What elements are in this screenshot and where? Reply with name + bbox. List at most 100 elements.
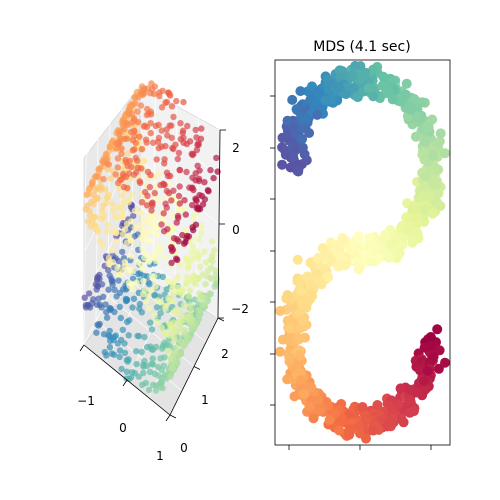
data-point bbox=[103, 308, 110, 316]
data-point bbox=[198, 222, 205, 229]
data-point bbox=[145, 258, 152, 265]
data-point bbox=[414, 365, 425, 376]
data-point bbox=[190, 213, 197, 221]
grid-line bbox=[83, 156, 87, 346]
data-point bbox=[314, 275, 325, 286]
data-point bbox=[193, 134, 200, 141]
data-point bbox=[122, 297, 130, 305]
data-point bbox=[294, 350, 305, 361]
data-point bbox=[150, 139, 157, 146]
data-point bbox=[118, 145, 125, 152]
data-point bbox=[138, 265, 146, 272]
data-point bbox=[360, 67, 371, 78]
data-point bbox=[140, 277, 147, 285]
data-point bbox=[184, 264, 192, 271]
data-point bbox=[145, 305, 153, 312]
data-point bbox=[317, 243, 328, 254]
data-point bbox=[90, 191, 98, 198]
data-point bbox=[192, 126, 199, 134]
data-point bbox=[93, 329, 100, 336]
data-point bbox=[378, 71, 389, 82]
data-point bbox=[131, 207, 139, 214]
data-point bbox=[148, 346, 155, 353]
grid-line bbox=[79, 344, 85, 352]
data-point bbox=[189, 201, 196, 209]
data-point bbox=[175, 192, 183, 200]
data-point bbox=[166, 342, 173, 349]
data-point bbox=[408, 406, 419, 416]
data-point bbox=[106, 344, 114, 351]
grid-line bbox=[169, 414, 177, 419]
data-point bbox=[138, 348, 145, 356]
data-point bbox=[182, 226, 189, 233]
data-point bbox=[433, 363, 444, 374]
data-point bbox=[401, 78, 412, 89]
data-point bbox=[193, 146, 201, 154]
data-point bbox=[124, 184, 131, 192]
data-point bbox=[167, 325, 174, 333]
data-point bbox=[183, 168, 190, 176]
data-point bbox=[161, 330, 168, 337]
data-point bbox=[87, 212, 94, 219]
data-point bbox=[161, 160, 168, 167]
data-point bbox=[313, 395, 324, 405]
data-point bbox=[420, 137, 431, 148]
data-point bbox=[140, 290, 147, 298]
data-point bbox=[141, 333, 148, 341]
data-point bbox=[128, 191, 135, 198]
z-tick-label: 0 bbox=[232, 223, 240, 237]
data-point bbox=[420, 171, 431, 181]
data-point bbox=[92, 186, 99, 193]
data-point bbox=[386, 239, 397, 250]
data-point bbox=[138, 199, 146, 206]
data-point bbox=[85, 186, 93, 193]
data-point bbox=[163, 204, 170, 211]
data-point bbox=[152, 387, 160, 394]
data-point bbox=[165, 347, 172, 355]
scatter-3d-axes: −1 0 1 0 1 2 −2 0 2 bbox=[77, 59, 249, 463]
data-point bbox=[173, 344, 180, 351]
grid-line bbox=[217, 317, 225, 322]
data-point bbox=[97, 164, 104, 172]
data-point bbox=[135, 119, 142, 126]
data-point bbox=[407, 237, 418, 248]
data-point bbox=[176, 262, 184, 269]
data-point bbox=[184, 122, 191, 130]
x-tick-label: 0 bbox=[119, 421, 127, 435]
data-point bbox=[201, 248, 208, 255]
data-point bbox=[212, 280, 220, 288]
grid-line bbox=[165, 414, 171, 422]
data-point bbox=[129, 304, 136, 311]
data-point bbox=[137, 222, 144, 229]
data-point bbox=[301, 113, 311, 124]
points-2d bbox=[275, 61, 450, 444]
data-point bbox=[114, 164, 122, 171]
data-point bbox=[103, 314, 111, 321]
data-point bbox=[134, 157, 141, 164]
data-point bbox=[148, 326, 156, 333]
data-point bbox=[189, 243, 196, 250]
data-point bbox=[134, 332, 141, 340]
data-point bbox=[195, 312, 203, 319]
data-point bbox=[146, 183, 154, 191]
data-point bbox=[302, 271, 313, 282]
data-point bbox=[347, 70, 358, 81]
data-point bbox=[383, 87, 394, 98]
data-point bbox=[83, 191, 91, 198]
data-point bbox=[114, 340, 122, 347]
data-point bbox=[175, 319, 183, 326]
data-point bbox=[173, 219, 180, 226]
data-point bbox=[189, 151, 196, 159]
data-point bbox=[198, 229, 205, 237]
data-point bbox=[119, 248, 126, 256]
data-point bbox=[211, 247, 218, 254]
data-point bbox=[151, 312, 158, 319]
data-point bbox=[348, 82, 359, 93]
data-point bbox=[121, 226, 129, 233]
data-point bbox=[285, 333, 296, 344]
data-point bbox=[128, 163, 135, 171]
data-point bbox=[168, 247, 176, 255]
data-point bbox=[198, 125, 205, 132]
data-point bbox=[158, 221, 165, 228]
data-point bbox=[113, 293, 120, 300]
